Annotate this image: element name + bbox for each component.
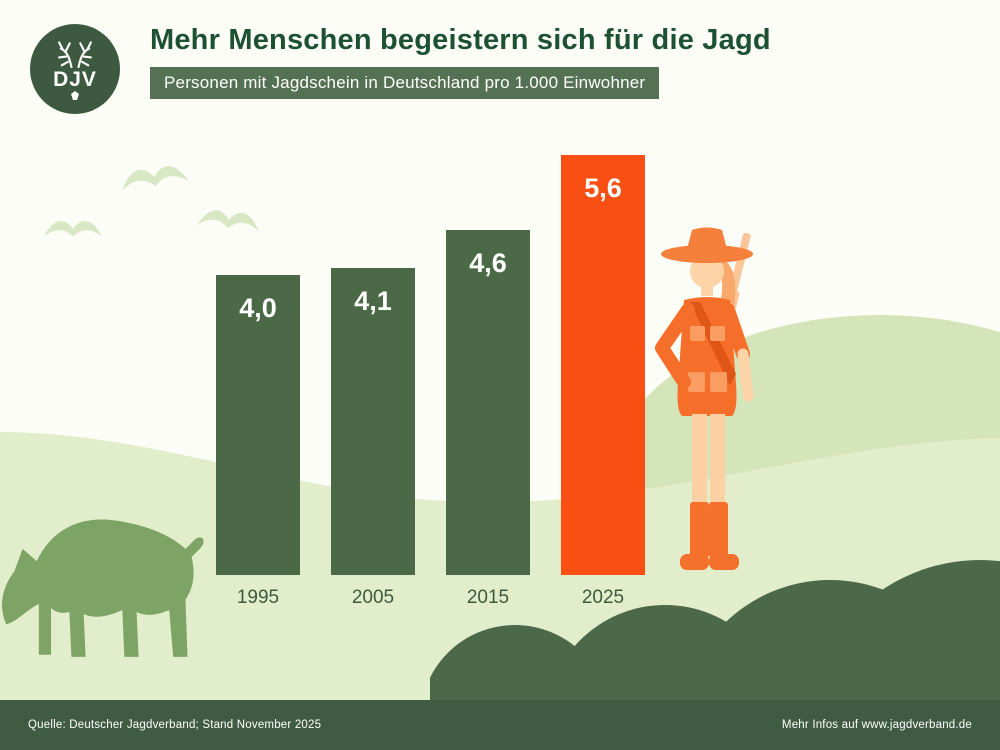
subtitle-badge: Personen mit Jagdschein in Deutschland p… bbox=[150, 67, 660, 99]
bar-value-label: 4,1 bbox=[354, 285, 392, 316]
antlers-icon bbox=[58, 40, 92, 68]
bar-1995: 4,0 bbox=[216, 275, 300, 575]
hunter-illustration bbox=[655, 227, 754, 570]
info-text: Mehr Infos auf www.jagdverband.de bbox=[781, 719, 972, 731]
bar-2025: 5,6 bbox=[561, 155, 645, 575]
deer-head-icon bbox=[71, 90, 79, 100]
bar-chart: 4,0 1995 4,1 2005 4,6 2015 5,6 2025 bbox=[216, 155, 645, 608]
djv-logo: DJV bbox=[30, 24, 120, 114]
bar-year-label: 2025 bbox=[581, 587, 625, 608]
logo-text: DJV bbox=[53, 67, 97, 91]
bar-year-label: 1995 bbox=[236, 587, 280, 608]
page-title: Mehr Menschen begeistern sich für die Ja… bbox=[150, 24, 771, 56]
footer-bar: Quelle: Deutscher Jagdverband; Stand Nov… bbox=[0, 700, 1000, 750]
bar-column-1995: 4,0 1995 bbox=[216, 275, 300, 608]
wild-boar-icon bbox=[2, 519, 204, 657]
bar-value-label: 4,6 bbox=[469, 248, 507, 278]
bird-icon bbox=[122, 166, 189, 191]
bar-year-label: 2005 bbox=[351, 587, 395, 608]
bar-value-label: 4,0 bbox=[239, 293, 277, 323]
bar-column-2015: 4,6 2015 bbox=[446, 230, 530, 608]
bar-2005: 4,1 bbox=[331, 267, 415, 575]
bar-column-2025: 5,6 2025 bbox=[561, 155, 645, 608]
bar-2015: 4,6 bbox=[446, 230, 530, 575]
bar-column-2005: 4,1 2005 bbox=[331, 267, 415, 608]
bird-icon bbox=[43, 221, 103, 237]
bar-value-label: 5,6 bbox=[584, 173, 622, 203]
bird-icon bbox=[197, 210, 259, 232]
source-text: Quelle: Deutscher Jagdverband; Stand Nov… bbox=[28, 719, 322, 731]
bar-year-label: 2015 bbox=[466, 587, 510, 608]
